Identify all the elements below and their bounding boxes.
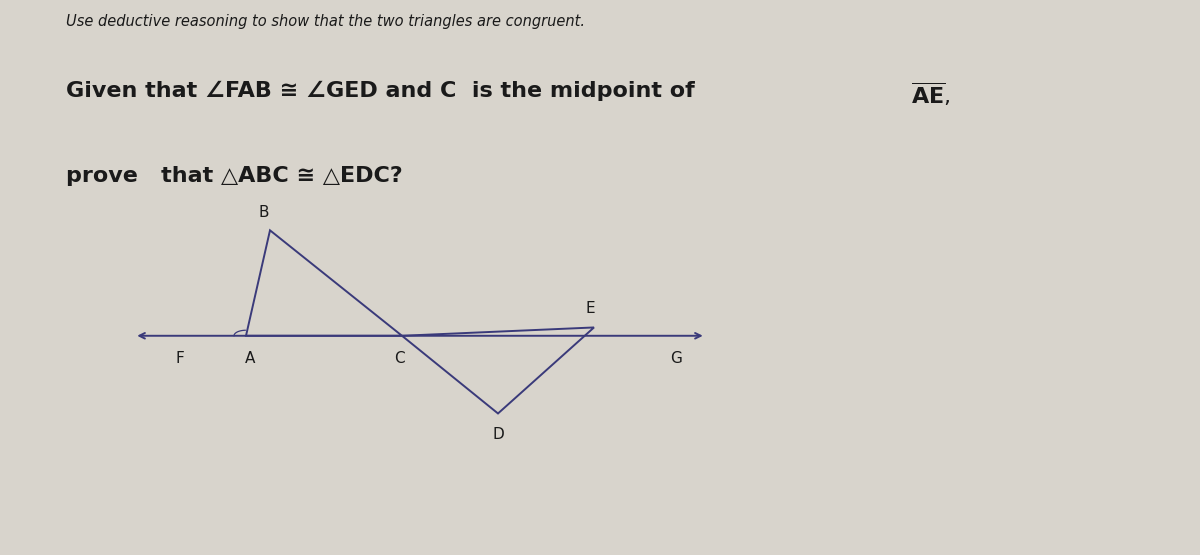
Text: C: C: [395, 351, 404, 366]
Text: A: A: [245, 351, 254, 366]
Text: Use deductive reasoning to show that the two triangles are congruent.: Use deductive reasoning to show that the…: [66, 14, 586, 29]
Text: $\overline{\mathbf{AE}}$,: $\overline{\mathbf{AE}}$,: [911, 80, 950, 108]
Text: E: E: [586, 301, 595, 316]
Text: F: F: [175, 351, 185, 366]
Text: B: B: [259, 205, 269, 220]
Text: Given that ∠FAB ≅ ∠GED and C  is the midpoint of: Given that ∠FAB ≅ ∠GED and C is the midp…: [66, 80, 702, 100]
Text: G: G: [670, 351, 682, 366]
Text: prove   that △ABC ≅ △EDC?: prove that △ABC ≅ △EDC?: [66, 166, 403, 186]
Text: D: D: [492, 427, 504, 442]
